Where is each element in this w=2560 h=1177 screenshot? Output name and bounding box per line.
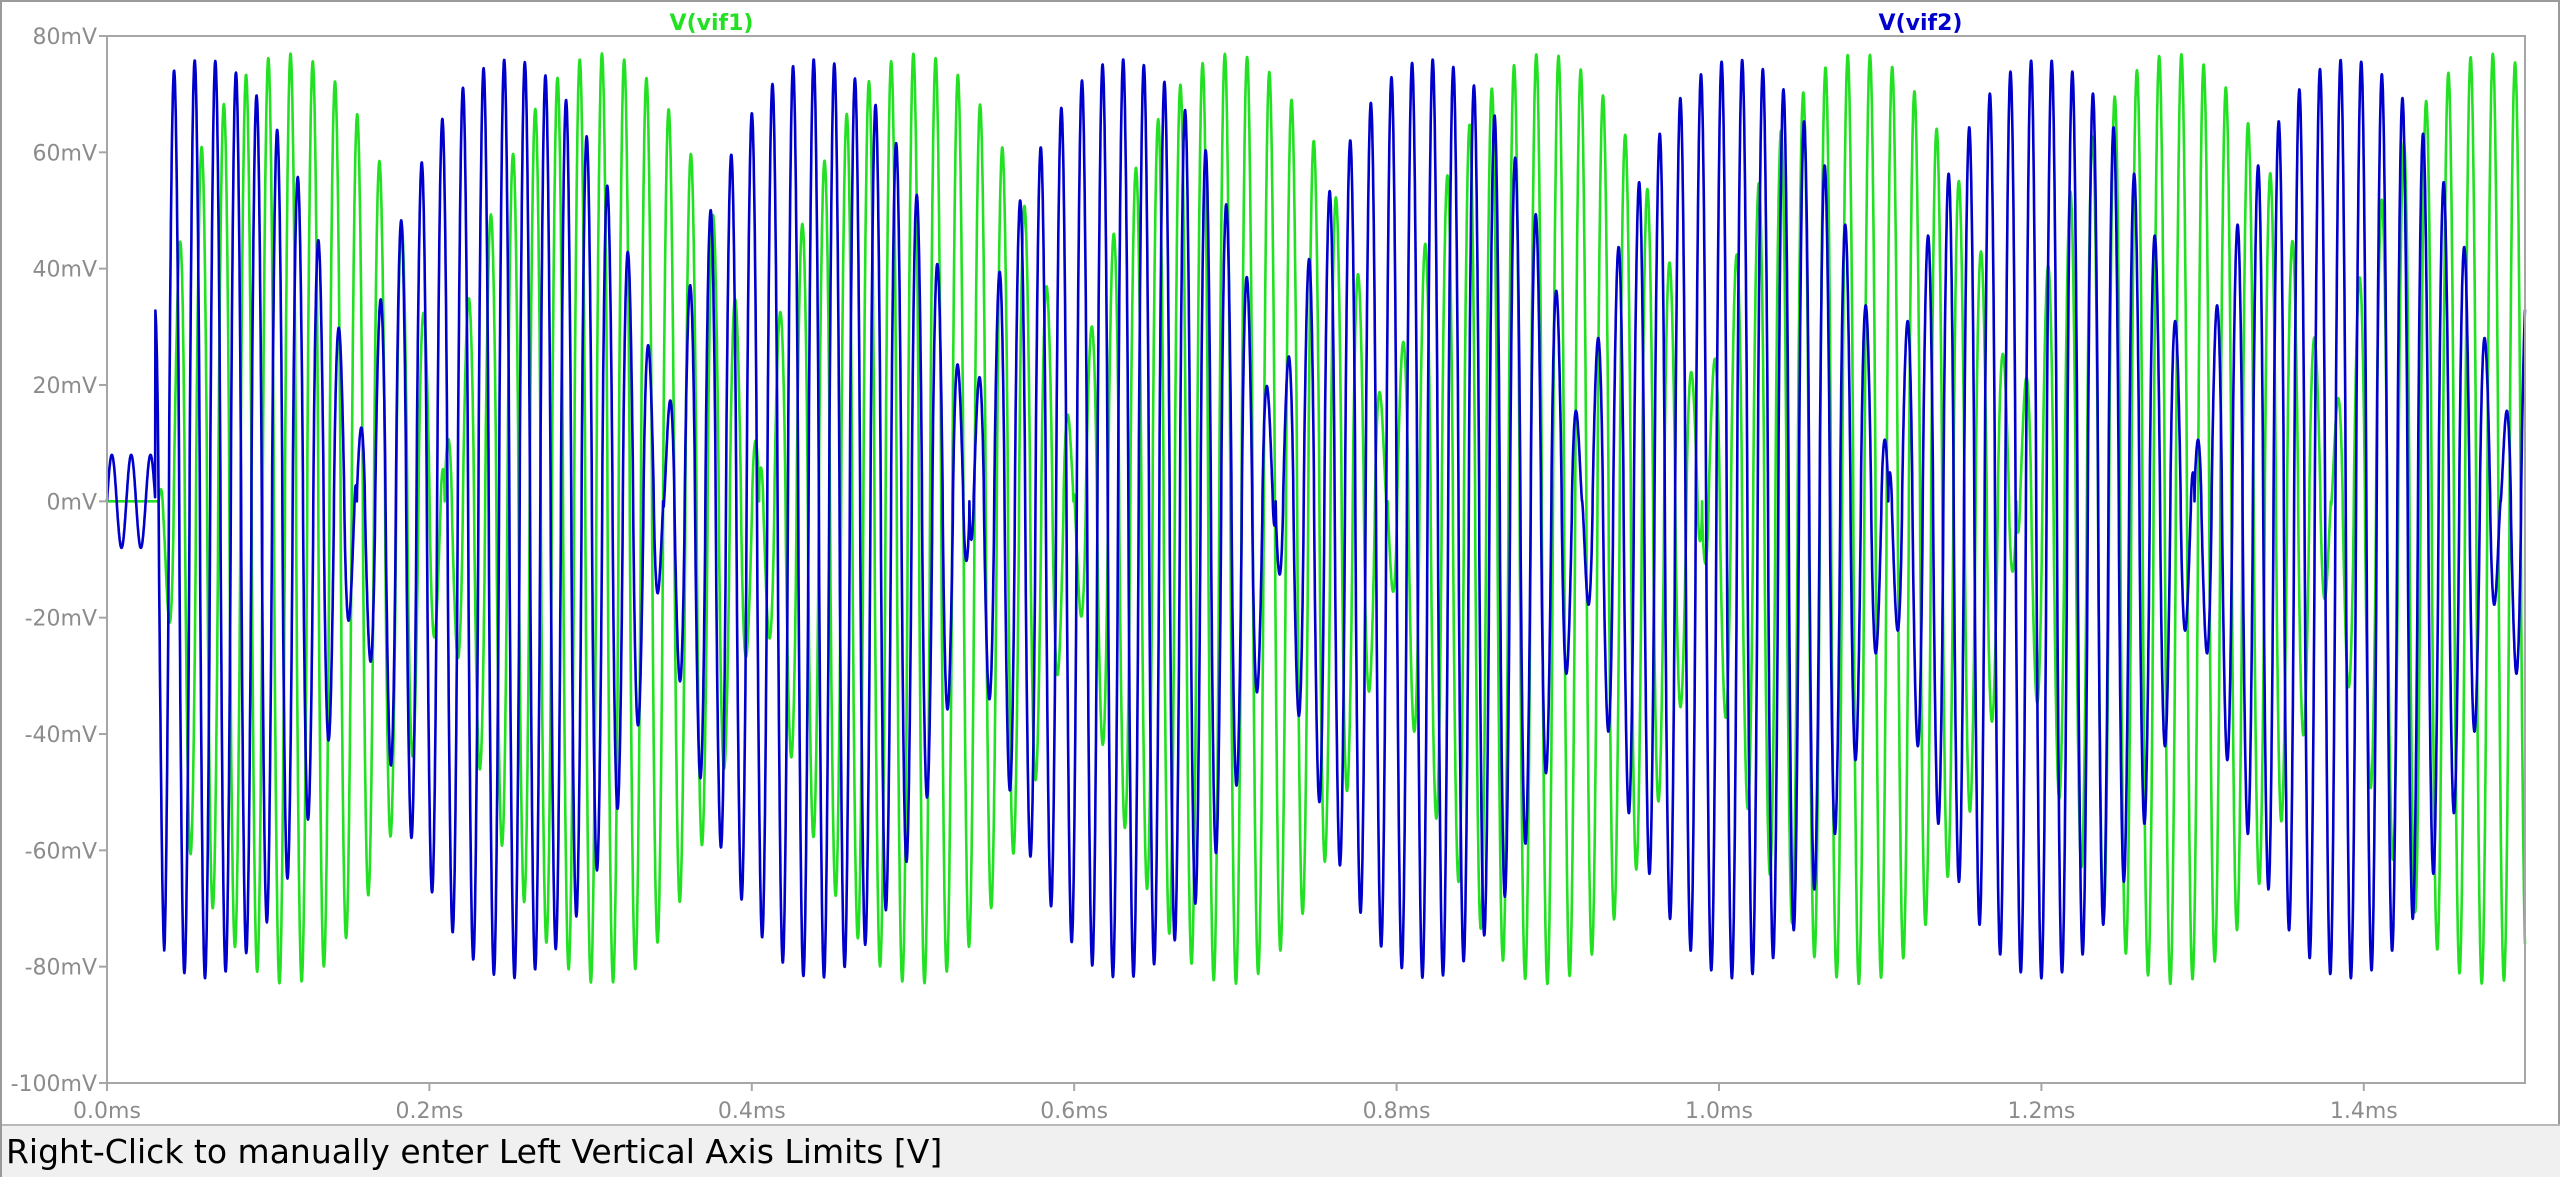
left-vertical-axis[interactable]: 80mV 60mV 40mV 20mV 0mV -20mV -40mV -60mV -80mV -… [11,25,97,1097]
waveform-plot[interactable]: 80mV 60mV 40mV 20mV 0mV -20mV -40mV -60mV -80mV -… [2,2,2560,1124]
x-tick-label: 0.6ms [1040,1099,1108,1124]
x-tick-label: 0.4ms [718,1099,786,1124]
y-tick-label: 0mV [47,490,97,515]
y-tick-label: 20mV [33,374,97,399]
trace-label-vvif1[interactable]: V(vif1) [670,11,754,36]
y-tick-label: 60mV [33,141,97,166]
plot-frame [106,35,2526,1084]
x-tick-label: 0.2ms [395,1099,463,1124]
status-text: Right-Click to manually enter Left Verti… [6,1132,943,1171]
y-tick-label: 80mV [33,25,97,50]
x-tick-label: 1.2ms [2007,1099,2075,1124]
y-tick-label: -80mV [25,956,97,981]
axis-ticks [99,35,2365,1091]
y-tick-label: 40mV [33,258,97,283]
trace-vvif2-line [105,58,2527,980]
traces [105,52,2527,986]
x-tick-label: 0.0ms [73,1099,141,1124]
status-bar: Right-Click to manually enter Left Verti… [2,1124,2560,1177]
y-tick-label: -40mV [25,723,97,748]
x-tick-label: 1.0ms [1685,1099,1753,1124]
x-tick-label: 1.4ms [2330,1099,2398,1124]
trace-label-vvif2[interactable]: V(vif2) [1879,11,1963,36]
x-tick-label: 0.8ms [1363,1099,1431,1124]
trace-legend: V(vif1) V(vif2) [670,11,1963,36]
y-tick-label: -100mV [11,1072,97,1097]
y-tick-label: -20mV [25,607,97,632]
horizontal-axis[interactable]: 0.0ms 0.2ms 0.4ms 0.6ms 0.8ms 1.0ms 1.2ms 1.4ms [73,1099,2398,1124]
y-tick-label: -60mV [25,839,97,864]
